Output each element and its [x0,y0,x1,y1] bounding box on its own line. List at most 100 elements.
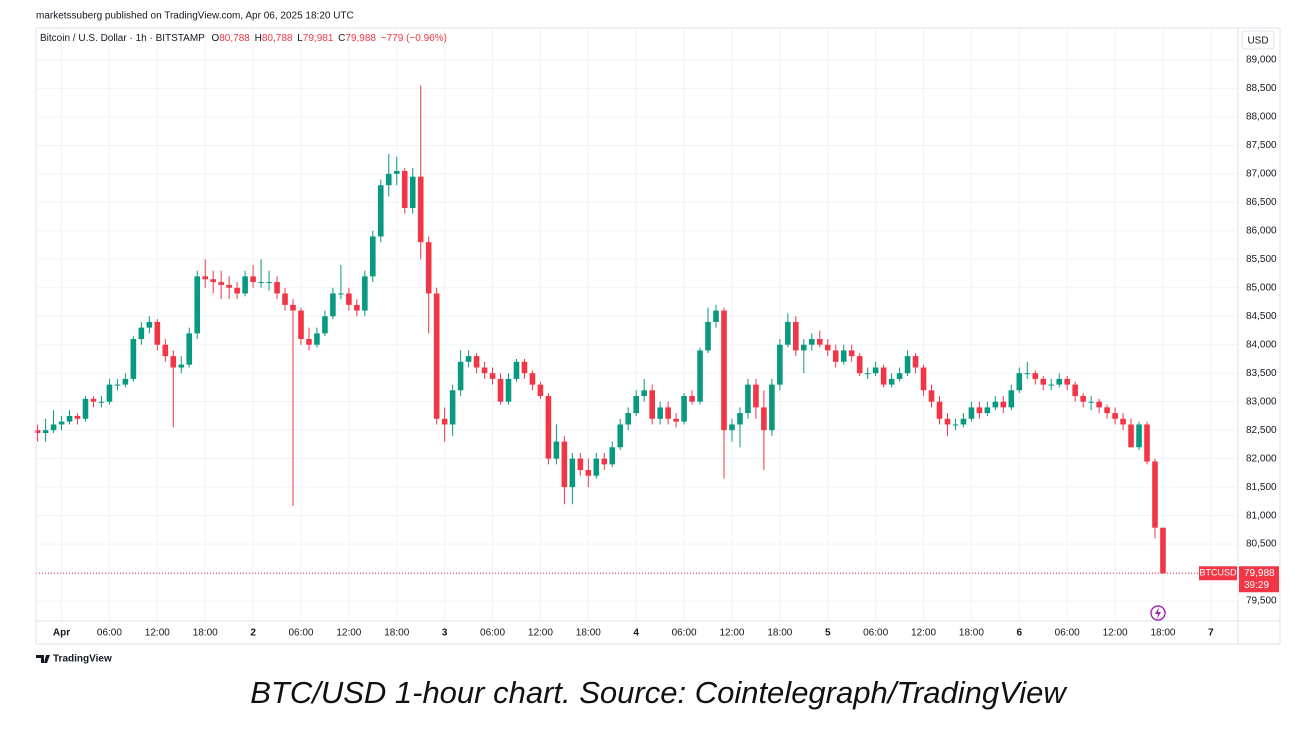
replay-icon[interactable] [1150,605,1166,621]
candle-body [928,390,935,402]
candle-body [74,415,81,419]
candle-body [226,284,232,288]
x-tick-label: 18:00 [193,628,218,639]
candle-body [58,421,65,425]
y-tick-label: 87,500 [1246,140,1277,151]
x-tick-label: 12:00 [911,628,936,639]
candle-body [162,344,169,357]
candle-body [952,424,959,426]
candle-body [401,170,408,209]
candle-body [601,458,608,465]
candle-body [840,350,847,362]
symbol-tag-label: BTCUSD [1199,568,1237,578]
candle-body [202,276,208,280]
o-letter: O [211,33,219,44]
legend-line: Bitcoin / U.S. Dollar · 1h · BITSTAMP O8… [40,33,447,44]
x-tick-label: 6 [1017,628,1023,639]
candle-body [617,424,624,448]
candle-body [649,390,655,419]
x-tick-label: 18:00 [1150,628,1175,639]
candle-body [681,395,687,422]
y-tick-label: 85,500 [1246,254,1277,265]
x-tick-label: 4 [633,628,639,639]
candle-body [346,293,352,305]
candle-body [1152,461,1158,528]
x-tick-label: 06:00 [863,628,888,639]
y-tick-label: 83,000 [1246,396,1277,407]
candle-body [984,407,991,414]
candle-body [433,293,440,419]
x-tick-label: 18:00 [384,628,409,639]
candle-body [896,373,903,379]
candle-body [904,356,911,374]
candle-body [393,170,400,174]
candle-body [481,367,488,374]
candle-body [872,367,879,374]
candle-body [944,418,951,425]
candle-body [824,344,831,351]
candle-body [968,407,975,419]
candle-body [489,373,496,379]
x-tick-label: 12:00 [145,628,170,639]
candle-body [920,367,927,391]
candle-body [936,401,943,419]
x-tick-label: 06:00 [288,628,313,639]
candle-body [82,398,89,419]
candle-body [769,384,775,431]
candle-body [298,310,304,340]
y-tick-label: 85,000 [1246,282,1277,293]
candle-body [186,333,193,365]
candle-body [777,344,783,385]
candle-body [282,293,288,305]
candle-body [170,356,177,368]
candle-body [1032,373,1039,379]
candle-body [633,395,639,414]
currency: USD [1247,36,1268,47]
x-tick-label: 06:00 [480,628,505,639]
candle-body [1040,378,1047,385]
candle-body [864,373,871,375]
candle-body [721,310,727,431]
candle-body [378,185,384,237]
candle-body [449,390,456,425]
countdown: 39:29 [1244,580,1269,591]
candle-body [729,424,735,431]
candle-body [673,418,679,422]
candle-body [274,282,280,294]
candle-body [713,310,719,322]
candle-body [1160,527,1166,574]
x-tick-label: 18:00 [767,628,792,639]
y-tick-label: 79,500 [1246,596,1277,607]
candle-body [385,173,392,186]
candle-body [1056,378,1063,385]
y-tick-label: 88,000 [1246,112,1277,123]
candle-body [338,293,344,295]
candle-body [66,415,73,422]
candle-body [1064,378,1070,385]
axis-layer: 79,50080,00080,50081,00081,50082,00082,5… [53,55,1279,639]
candle-layer [34,85,1238,574]
c-letter: C [338,33,345,44]
candle-body [505,378,512,402]
candle-body [848,350,855,357]
candle-body [178,364,185,368]
candle-body [362,276,368,311]
candle-body [689,395,695,402]
c-value: 79,988 [345,33,376,44]
currency-box[interactable] [1241,30,1275,50]
candle-body [1136,424,1142,448]
candle-body [625,413,632,425]
x-tick-label: 5 [825,628,831,639]
replay-circle [1150,605,1166,621]
candle-body [761,407,767,431]
candle-body [497,378,504,402]
symbol: Bitcoin / U.S. Dollar · 1h · BITSTAMP [40,33,205,44]
y-tick-label: 82,500 [1246,425,1277,436]
price-tag-label: 79,988 [1244,568,1275,579]
candle-body [1048,384,1055,386]
candle-body [473,356,480,368]
candle-body [146,321,153,328]
